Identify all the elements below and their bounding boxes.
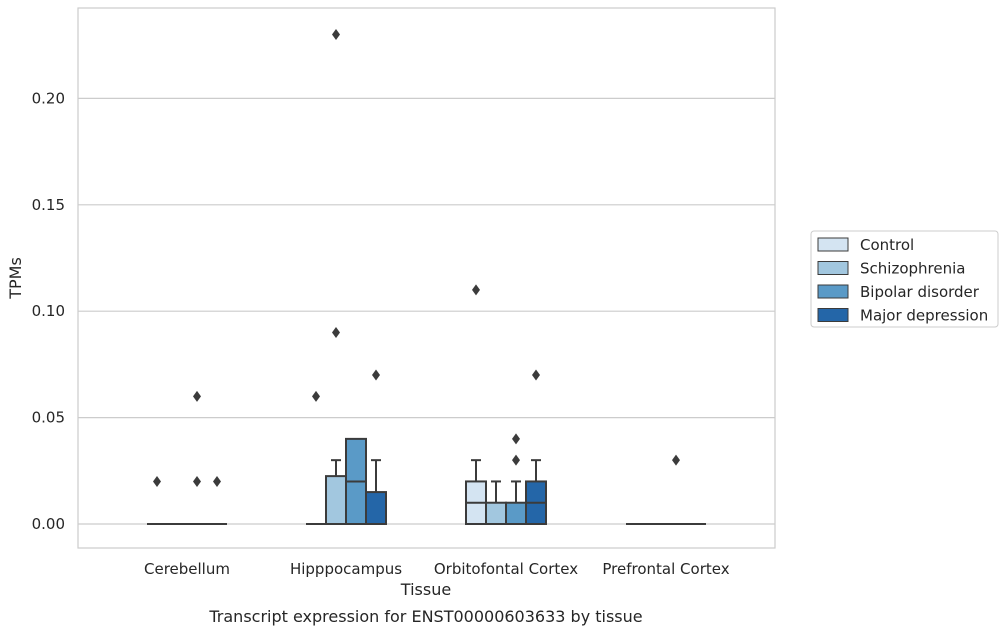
box-major-depression	[207, 475, 227, 525]
y-tick-label: 0.05	[32, 409, 65, 427]
outlier-point	[372, 369, 380, 381]
box-body	[365, 491, 387, 525]
box-control	[147, 475, 167, 525]
y-tick-labels: 0.00 0.05 0.10 0.15 0.20	[32, 89, 65, 533]
x-tick-labels: Cerebellum Hipppocampus Orbitofontal Corte…	[144, 560, 730, 578]
y-axis-label: TPMs	[6, 257, 25, 300]
legend-frame	[810, 230, 999, 328]
box-schizophrenia	[485, 480, 507, 526]
y-tick-label: 0.20	[32, 89, 65, 107]
legend-swatch	[817, 261, 849, 275]
box-bipolar-disorder	[345, 437, 367, 526]
plot-frame	[77, 7, 776, 549]
legend-swatch	[817, 237, 849, 252]
box-schizophrenia	[325, 29, 347, 525]
legend-label: Major depression	[860, 307, 988, 325]
outlier-point	[332, 29, 340, 41]
grid-lines	[78, 97, 775, 525]
box-body	[485, 501, 507, 526]
legend-swatch	[817, 284, 849, 299]
x-axis-label: Tissue	[400, 580, 451, 599]
box-bipolar-disorder	[187, 390, 207, 525]
box-major-depression	[525, 369, 547, 526]
y-tick-label: 0.15	[32, 196, 65, 214]
outlier-point	[193, 390, 201, 402]
outlier-point	[532, 369, 540, 381]
legend: Control Schizophrenia Bipolar disorder Majo…	[810, 230, 999, 328]
outlier-point	[213, 475, 221, 487]
box-bipolar-disorder	[505, 433, 527, 526]
box-plots	[147, 29, 706, 526]
legend-label: Schizophrenia	[860, 260, 965, 278]
box-major-depression	[365, 369, 387, 525]
box-control-hippocampus-outliers	[312, 390, 320, 402]
outlier-point	[332, 326, 340, 338]
outlier-point	[512, 454, 520, 466]
outlier-point	[312, 390, 320, 402]
x-tick-label: Prefrontal Cortex	[602, 560, 729, 578]
x-tick-label: Orbitofontal Cortex	[434, 560, 578, 578]
x-tick-label: Cerebellum	[144, 560, 230, 578]
legend-label: Control	[860, 236, 914, 254]
outlier-point	[672, 454, 680, 466]
y-tick-label: 0.10	[32, 302, 65, 320]
legend-swatch	[817, 308, 849, 322]
box-control	[465, 284, 487, 526]
x-tick-label: Hipppocampus	[290, 560, 402, 578]
y-tick-label: 0.00	[32, 515, 65, 533]
outlier-point	[153, 475, 161, 487]
outlier-point	[193, 475, 201, 487]
outlier-point	[472, 284, 480, 296]
chart-caption: Transcript expression for ENST0000060363…	[208, 607, 642, 626]
box-body	[325, 475, 347, 525]
box-bipolar-disorder	[666, 454, 686, 525]
box-body	[505, 501, 527, 526]
outlier-point	[512, 433, 520, 445]
legend-label: Bipolar disorder	[860, 283, 980, 301]
